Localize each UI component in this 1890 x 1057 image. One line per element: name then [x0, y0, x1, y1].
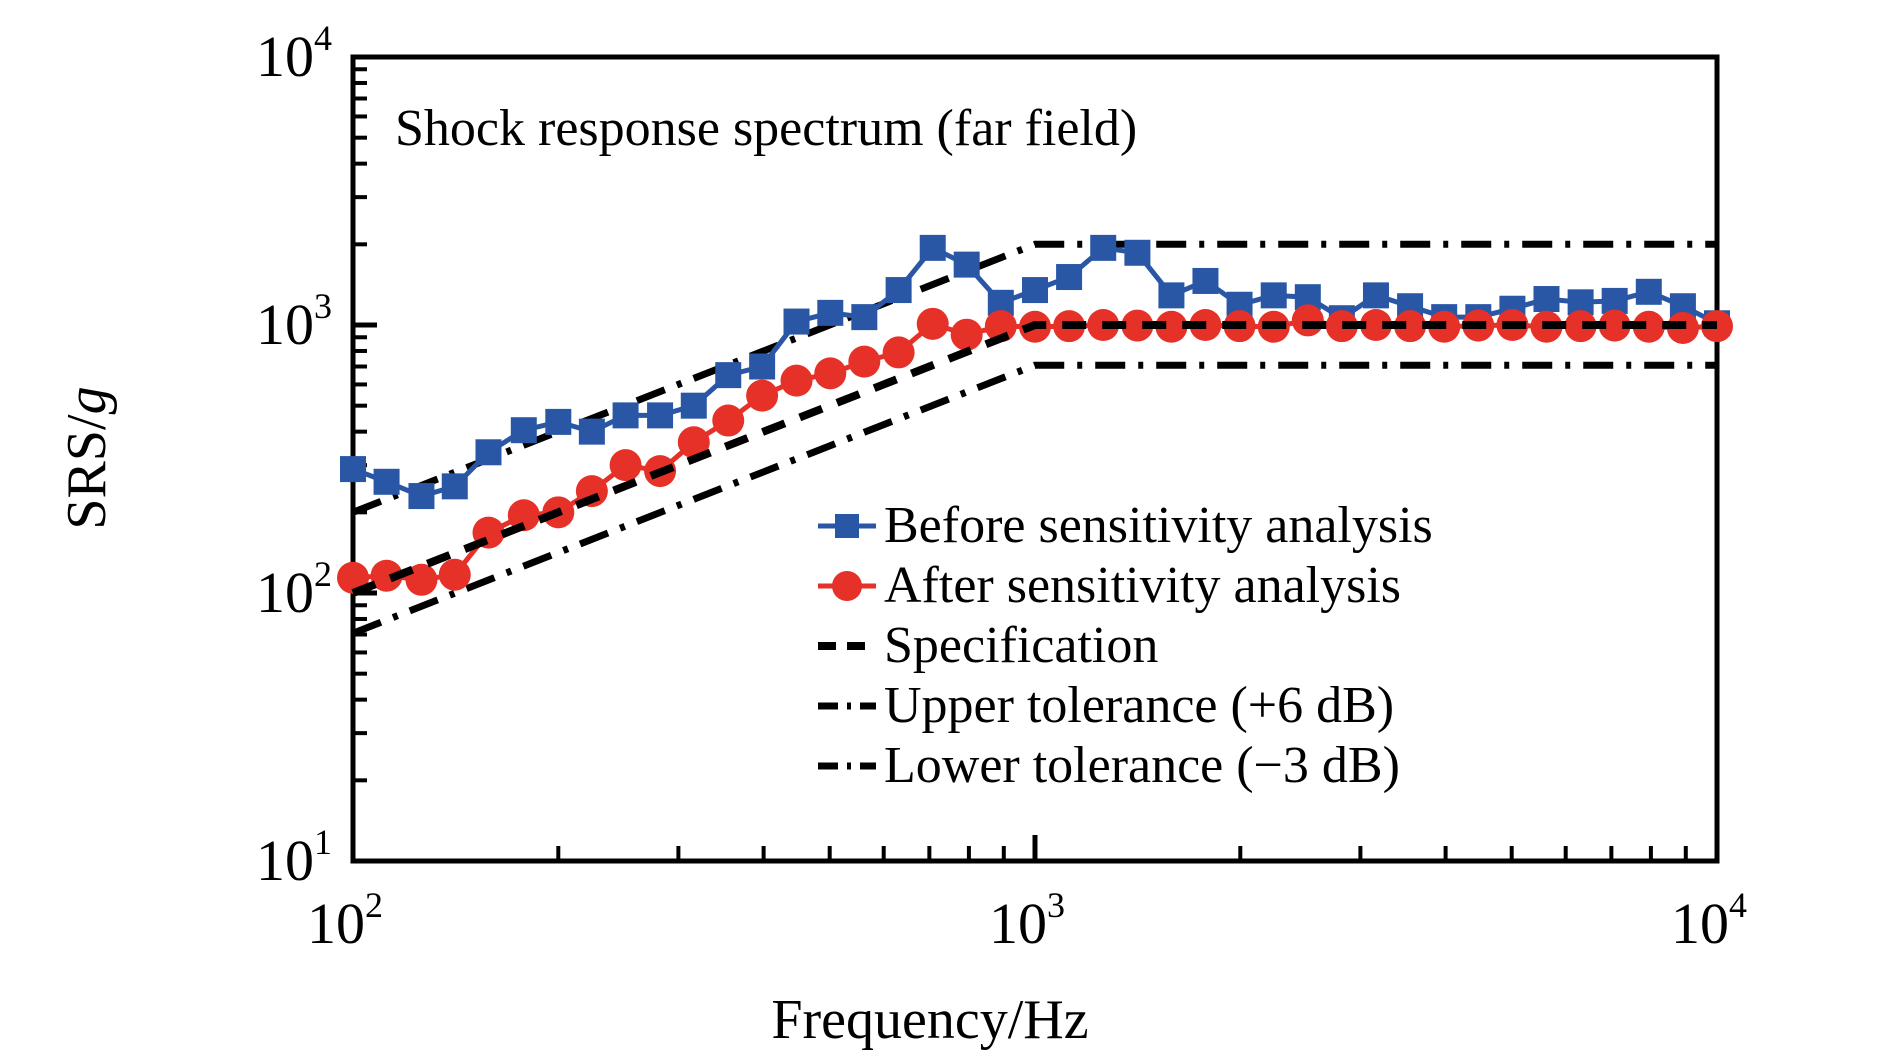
- before-series-marker: [919, 234, 946, 261]
- after-series-marker: [609, 449, 642, 482]
- before-series-marker: [817, 299, 844, 326]
- before-series-marker: [510, 417, 537, 444]
- legend-label-before: Before sensitivity analysis: [884, 497, 1433, 554]
- before-series-marker: [851, 304, 878, 331]
- before-series-marker: [715, 362, 742, 389]
- after-series-marker: [848, 345, 881, 378]
- x-axis-label: Frequency/Hz: [771, 989, 1088, 1051]
- legend-label-after: After sensitivity analysis: [884, 557, 1401, 614]
- after-series-marker: [882, 336, 915, 369]
- y-tick-label: 101: [256, 822, 332, 893]
- after-series-marker: [1598, 309, 1631, 342]
- after-series-marker: [438, 558, 471, 591]
- after-series-marker: [712, 404, 745, 437]
- before-series-marker: [783, 308, 810, 335]
- before-series-marker: [441, 473, 468, 500]
- after-series-marker: [1121, 309, 1154, 342]
- before-series-marker: [885, 277, 912, 304]
- after-series-marker: [984, 310, 1017, 343]
- before-series-marker: [1635, 278, 1662, 305]
- before-series-marker: [1090, 234, 1117, 261]
- after-series-marker: [1632, 310, 1665, 343]
- specification-line: [351, 321, 1717, 597]
- before-series-marker: [680, 392, 707, 419]
- before-series-marker: [953, 251, 980, 278]
- before-series-marker: [408, 483, 435, 510]
- x-tick-label: 104: [1671, 885, 1747, 956]
- after-series-marker: [1155, 310, 1188, 343]
- before-series-marker: [475, 439, 502, 466]
- before-series-marker: [1158, 282, 1185, 309]
- before-series-marker: [1124, 239, 1151, 266]
- chart-title: Shock response spectrum (far field): [395, 100, 1137, 157]
- before-series-marker: [1056, 264, 1083, 291]
- before-series-marker: [1362, 282, 1389, 309]
- before-series-marker: [749, 353, 776, 380]
- after-series-marker: [1291, 304, 1324, 337]
- before-series-marker: [1192, 267, 1219, 294]
- x-tick-label: 102: [307, 885, 383, 956]
- before-series-marker: [373, 468, 400, 495]
- before-series-marker: [1260, 282, 1287, 309]
- before-series-marker: [612, 402, 639, 429]
- after-series-marker: [814, 357, 847, 390]
- after-series-marker: [405, 563, 438, 596]
- after-series-marker: [1394, 310, 1427, 343]
- before-series-marker: [647, 402, 674, 429]
- before-series-marker: [1601, 287, 1628, 314]
- legend: Before sensitivity analysis After sensit…: [884, 497, 1433, 794]
- after-series-marker: [916, 307, 949, 340]
- before-series-marker: [545, 408, 572, 435]
- after-series-marker: [746, 379, 779, 412]
- after-series-marker: [950, 318, 983, 351]
- before-series-marker: [1022, 277, 1048, 304]
- after-series-marker: [780, 364, 813, 397]
- before-series-marker: [1533, 286, 1560, 313]
- legend-label-upper-tolerance: Upper tolerance (+6 dB): [884, 677, 1394, 734]
- y-tick-label: 102: [256, 554, 332, 625]
- after-series-marker: [370, 559, 403, 592]
- after-series-marker: [677, 426, 710, 459]
- y-axis-label: SRS/g: [56, 386, 118, 529]
- after-series-marker: [507, 499, 540, 532]
- y-tick-label: 104: [256, 18, 332, 89]
- after-series-marker: [1325, 310, 1358, 343]
- before-series-marker: [340, 456, 366, 483]
- x-tick-label: 103: [989, 885, 1065, 956]
- legend-sample-marker-1: [832, 571, 862, 601]
- legend-sample-marker-0: [835, 514, 859, 538]
- legend-label-specification: Specification: [884, 617, 1158, 674]
- after-series-marker: [1359, 309, 1392, 341]
- legend-label-lower-tolerance: Lower tolerance (−3 dB): [884, 737, 1400, 794]
- y-tick-label: 103: [256, 286, 332, 357]
- after-series-marker: [1564, 310, 1597, 343]
- lower-tolerance-line: [351, 361, 1717, 637]
- before-series-marker: [578, 418, 605, 445]
